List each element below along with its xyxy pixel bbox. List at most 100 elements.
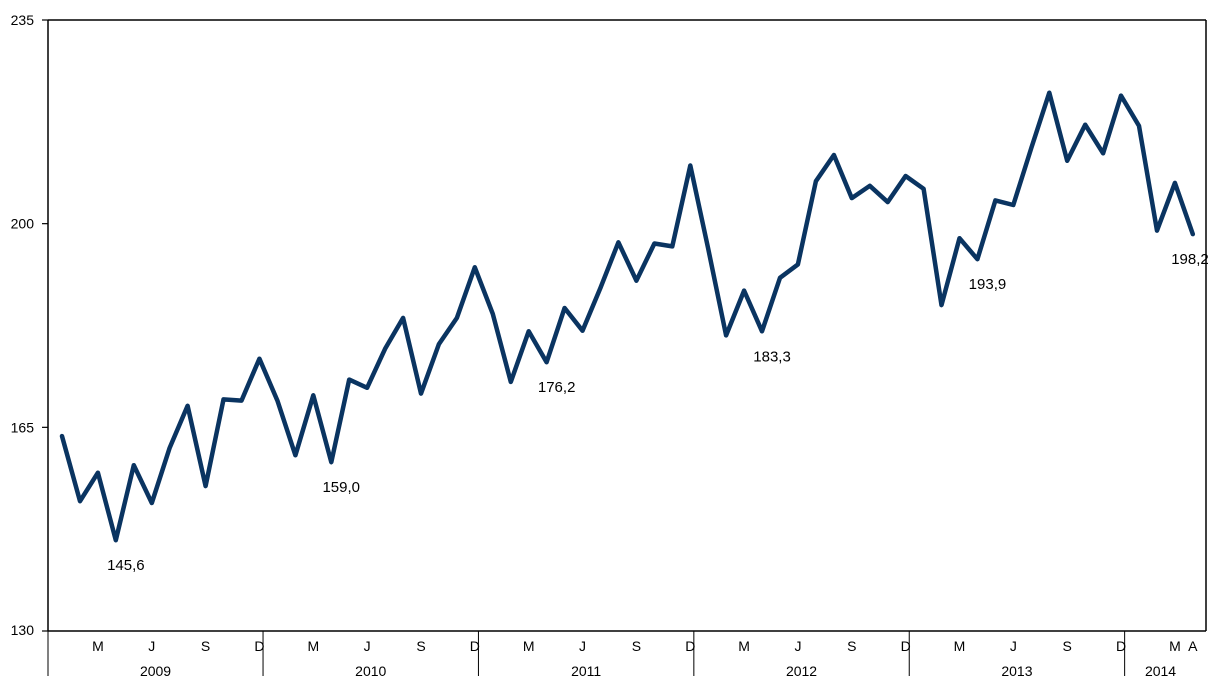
data-point	[670, 244, 674, 248]
data-point	[78, 499, 82, 503]
data-point	[221, 397, 226, 402]
data-point	[150, 501, 154, 505]
data-point	[1101, 151, 1105, 155]
data-point	[939, 303, 944, 307]
x-tick-label: M	[1169, 638, 1181, 654]
year-label: 2013	[1001, 663, 1032, 679]
x-tick-label: D	[254, 638, 264, 654]
year-label: 2012	[786, 663, 817, 679]
year-label: 2010	[355, 663, 386, 679]
x-tick-label: S	[416, 638, 425, 654]
data-point	[96, 471, 100, 475]
x-tick-label: D	[901, 638, 911, 654]
data-point	[993, 198, 998, 202]
x-tick-label: J	[794, 638, 801, 654]
data-point	[1083, 123, 1087, 127]
data-label: 145,6	[107, 557, 145, 574]
y-axis-ticks: 130 165 200 235	[11, 12, 48, 638]
data-point	[957, 236, 962, 240]
data-point	[401, 316, 405, 320]
data-point	[1011, 203, 1015, 207]
data-point	[491, 312, 495, 316]
data-point	[634, 279, 639, 283]
data-point	[186, 404, 190, 408]
data-label: 176,2	[538, 379, 576, 396]
data-point	[1119, 94, 1123, 98]
data-label: 193,9	[969, 276, 1007, 293]
data-point	[473, 265, 477, 269]
data-point	[545, 360, 549, 364]
data-point	[580, 329, 585, 333]
data-point	[814, 179, 818, 183]
data-point	[347, 378, 351, 382]
data-point	[437, 342, 441, 346]
data-point	[796, 262, 800, 266]
data-point	[563, 306, 567, 310]
chart-axes	[47, 19, 1207, 632]
data-point	[616, 240, 621, 244]
data-point	[598, 286, 603, 290]
data-point	[1065, 159, 1069, 163]
data-labels: 145,6 159,0 176,2 183,3 193,9 198,2	[107, 251, 1209, 574]
data-point	[688, 163, 692, 168]
data-point	[257, 357, 262, 361]
data-point	[724, 333, 728, 337]
y-tick-label: 165	[11, 419, 35, 435]
data-point	[365, 386, 369, 390]
x-tick-label: S	[632, 638, 641, 654]
data-point	[527, 329, 531, 333]
data-point	[168, 446, 172, 450]
x-tick-label: J	[1010, 638, 1017, 654]
data-point	[832, 153, 836, 157]
series-line	[59, 90, 1196, 543]
x-tick-label: M	[92, 638, 104, 654]
x-tick-label: A	[1188, 638, 1198, 654]
data-point	[1173, 181, 1177, 185]
data-point	[904, 174, 908, 178]
data-label: 159,0	[322, 479, 360, 496]
x-tick-label: S	[201, 638, 210, 654]
data-point	[886, 200, 890, 204]
data-label: 183,3	[753, 348, 791, 365]
data-point	[778, 276, 782, 280]
data-point	[1047, 91, 1051, 95]
x-tick-label: M	[307, 638, 319, 654]
data-point	[509, 380, 513, 384]
x-tick-label: J	[579, 638, 586, 654]
data-point	[60, 434, 64, 438]
data-point	[760, 329, 764, 333]
data-point	[975, 257, 980, 261]
x-tick-label: J	[364, 638, 371, 654]
data-point	[652, 241, 656, 246]
x-tick-label: D	[685, 638, 695, 654]
y-tick-label: 130	[11, 622, 35, 638]
data-point	[293, 453, 297, 457]
year-label: 2009	[140, 663, 171, 679]
x-axis-year-labels: 2009 2010 2011 2012 2013 2014	[47, 631, 1176, 679]
data-point	[742, 288, 746, 293]
x-tick-label: S	[1063, 638, 1072, 654]
x-tick-label: M	[523, 638, 535, 654]
data-point	[850, 196, 854, 200]
year-label: 2014	[1145, 663, 1176, 679]
data-point	[329, 460, 333, 464]
data-label: 198,2	[1171, 251, 1209, 268]
data-point	[868, 184, 872, 188]
y-tick-label: 235	[11, 12, 35, 28]
x-tick-label: M	[738, 638, 750, 654]
data-point	[455, 316, 459, 320]
x-tick-label: J	[148, 638, 155, 654]
series-lines	[59, 90, 1196, 543]
data-point	[204, 484, 208, 488]
data-point	[1029, 146, 1033, 150]
x-tick-label: D	[470, 638, 480, 654]
data-point	[114, 538, 118, 542]
data-point	[1137, 124, 1141, 128]
data-point	[1155, 229, 1159, 233]
x-tick-label: M	[954, 638, 966, 654]
data-point	[922, 187, 926, 191]
data-point	[383, 347, 387, 351]
data-point	[706, 247, 710, 251]
